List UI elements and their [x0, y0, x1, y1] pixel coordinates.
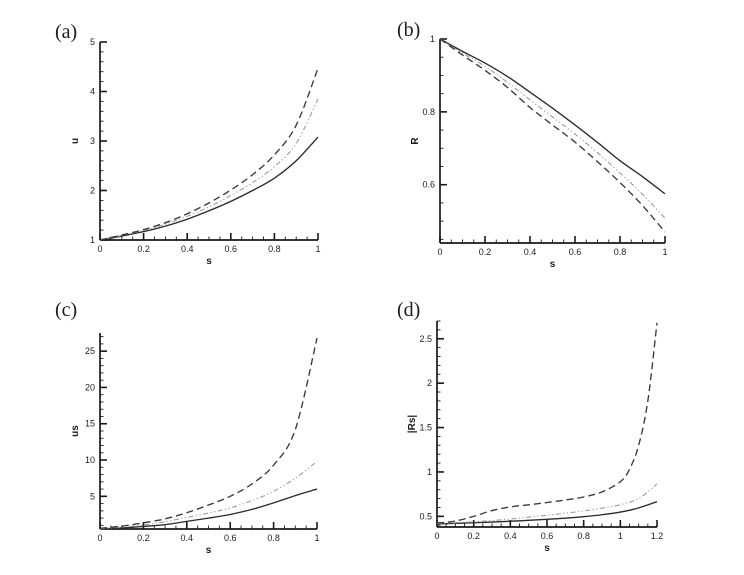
svg-text:0.6: 0.6 [225, 244, 238, 254]
panel-c-label: (c) [55, 299, 78, 321]
series-dash-dot-dot [440, 38, 666, 219]
svg-text:0.4: 0.4 [524, 247, 537, 257]
series-solid [100, 136, 319, 241]
svg-text:2.5: 2.5 [419, 334, 432, 344]
svg-text:2: 2 [427, 378, 432, 388]
svg-text:25: 25 [85, 346, 95, 356]
svg-text:1: 1 [427, 467, 432, 477]
svg-text:0.4: 0.4 [504, 531, 517, 541]
panel-a-label: (a) [55, 21, 78, 43]
svg-text:0.4: 0.4 [181, 533, 194, 543]
panel-b-label: (b) [397, 19, 421, 41]
svg-text:0.2: 0.2 [479, 247, 492, 257]
panel-a: (a) 0 0.2 0.4 0.6 0.8 1 1 2 3 4 5 s u [40, 8, 342, 284]
svg-text:0: 0 [434, 531, 439, 541]
svg-text:2: 2 [90, 186, 95, 196]
svg-text:10: 10 [85, 455, 95, 465]
svg-text:0.8: 0.8 [268, 244, 281, 254]
series-dashed [437, 322, 658, 524]
chart-d-plot: 0 0.2 0.4 0.6 0.8 1 1.2 0.5 1 1.5 2 2.5 s |Rs| [407, 320, 664, 554]
series-dashed [100, 337, 318, 529]
svg-text:0.8: 0.8 [614, 247, 627, 257]
svg-text:4: 4 [90, 87, 95, 97]
svg-text:1.2: 1.2 [651, 531, 664, 541]
series-solid [440, 38, 666, 195]
y-axis-label: u [70, 138, 81, 144]
panel-d-label: (d) [397, 299, 421, 321]
x-axis-label: s [550, 259, 556, 270]
series-dashed [100, 67, 319, 241]
svg-text:1: 1 [430, 34, 435, 44]
svg-text:0.8: 0.8 [577, 531, 590, 541]
svg-text:20: 20 [85, 382, 95, 392]
series-dashed [440, 38, 666, 233]
svg-text:0.8: 0.8 [422, 107, 435, 117]
svg-text:0.5: 0.5 [419, 511, 432, 521]
svg-text:0.6: 0.6 [569, 247, 582, 257]
svg-text:3: 3 [90, 136, 95, 146]
panel-d: (d) 0 0.2 0.4 0.6 0.8 1 1.2 0.5 1 1.5 2 2.5 s |Rs| [378, 294, 692, 574]
chart-a-plot: 0 0.2 0.4 0.6 0.8 1 1 2 3 4 5 s u [70, 37, 321, 267]
x-axis-label: s [206, 256, 212, 267]
svg-text:0.2: 0.2 [467, 531, 480, 541]
svg-text:0: 0 [97, 533, 102, 543]
svg-text:1: 1 [315, 244, 320, 254]
svg-text:5: 5 [90, 37, 95, 47]
svg-text:1: 1 [662, 247, 667, 257]
panel-b: (b) 0 0.2 0.4 0.6 0.8 1 0.6 0.8 1 s R [378, 8, 692, 284]
svg-text:0.2: 0.2 [137, 533, 150, 543]
y-axis-label: |Rs| [407, 415, 418, 434]
series-solid [100, 488, 318, 530]
svg-text:0.6: 0.6 [541, 531, 554, 541]
svg-text:0: 0 [437, 247, 442, 257]
svg-text:0.6: 0.6 [422, 180, 435, 190]
series-solid [437, 501, 658, 525]
panel-c: (c) 0 0.2 0.4 0.6 0.8 1 5 10 15 20 25 s us [40, 294, 342, 574]
chart-b-plot: 0 0.2 0.4 0.6 0.8 1 0.6 0.8 1 s R [410, 34, 668, 270]
svg-text:1: 1 [314, 533, 319, 543]
svg-text:15: 15 [85, 419, 95, 429]
x-axis-label: s [544, 543, 550, 554]
svg-text:0.2: 0.2 [137, 244, 150, 254]
svg-text:1: 1 [618, 531, 623, 541]
svg-text:0.8: 0.8 [267, 533, 280, 543]
svg-text:1: 1 [90, 235, 95, 245]
x-axis-label: s [206, 545, 212, 556]
svg-text:5: 5 [90, 491, 95, 501]
y-axis-label: us [70, 425, 81, 437]
svg-text:0: 0 [97, 244, 102, 254]
y-axis-label: R [410, 137, 421, 145]
svg-text:0.6: 0.6 [224, 533, 237, 543]
svg-text:1.5: 1.5 [419, 423, 432, 433]
svg-text:0.4: 0.4 [181, 244, 194, 254]
series-dash-dot-dot [100, 98, 319, 241]
